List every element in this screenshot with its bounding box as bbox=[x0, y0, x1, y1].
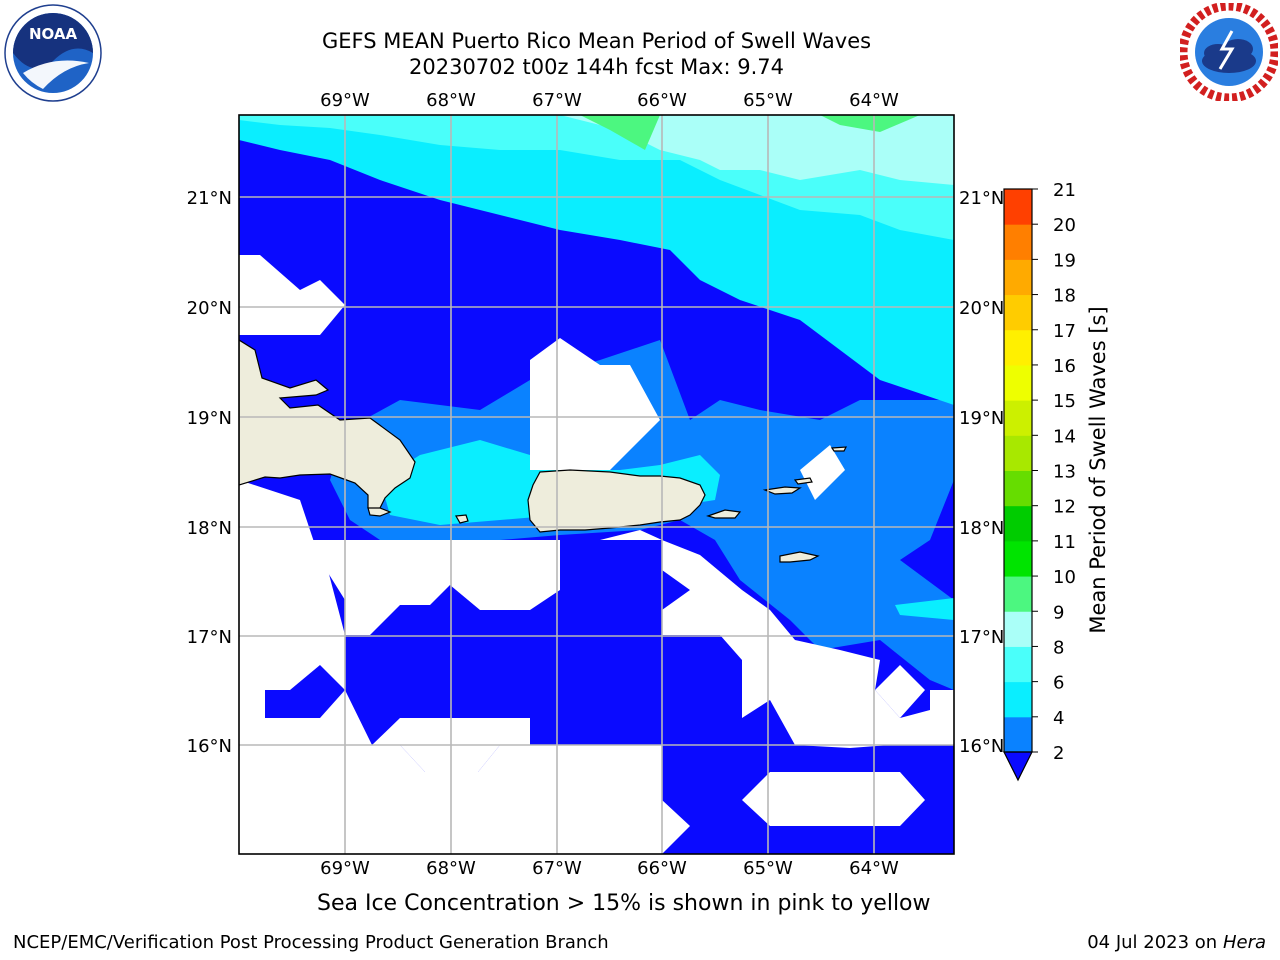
lon-label-top: 64°W bbox=[849, 90, 899, 111]
colorbar-tick-label: 21 bbox=[1053, 180, 1076, 201]
sea-ice-note: Sea Ice Concentration > 15% is shown in … bbox=[317, 891, 931, 916]
st-croix bbox=[779, 551, 820, 563]
lon-label-bottom: 66°W bbox=[637, 858, 687, 879]
no-data-region bbox=[239, 480, 954, 748]
colorbar-tick-label: 18 bbox=[1053, 286, 1076, 307]
no-data-region bbox=[239, 540, 530, 800]
lat-label-left: 19°N bbox=[187, 408, 232, 429]
colorbar-tick-label: 16 bbox=[1053, 356, 1076, 377]
map-plot-area bbox=[239, 115, 954, 854]
colorbar-label: Mean Period of Swell Waves [s] bbox=[1086, 306, 1110, 633]
no-data-region bbox=[584, 772, 610, 800]
colorbar-segment bbox=[1004, 224, 1032, 260]
colorbar-tick-label: 6 bbox=[1053, 673, 1064, 694]
anguilla bbox=[830, 446, 848, 452]
lon-label-bottom: 64°W bbox=[849, 858, 899, 879]
colorbar-segment bbox=[1004, 646, 1032, 683]
lat-label-left: 21°N bbox=[187, 188, 232, 209]
lon-label-top: 69°W bbox=[320, 90, 370, 111]
colorbar-segment bbox=[1004, 505, 1032, 542]
colorbar-tick-label: 2 bbox=[1053, 743, 1064, 764]
nws-logo bbox=[1180, 3, 1278, 101]
colorbar-tick-label: 20 bbox=[1053, 215, 1076, 236]
tortola bbox=[793, 477, 813, 485]
no-data-region bbox=[800, 445, 845, 500]
footer-date-text: 04 Jul 2023 on bbox=[1087, 932, 1223, 953]
footer-host: Hera bbox=[1222, 932, 1266, 953]
colorbar-tick-label: 14 bbox=[1053, 426, 1076, 447]
lon-label-bottom: 69°W bbox=[320, 858, 370, 879]
chart-title-line2: 20230702 t00z 144h fcst Max: 9.74 bbox=[409, 55, 784, 79]
swell-period-6-8-east-region bbox=[895, 598, 954, 620]
hispaniola-land bbox=[239, 339, 416, 513]
lat-label-right: 18°N bbox=[959, 518, 1004, 539]
vieques bbox=[706, 509, 742, 519]
puerto-rico-land bbox=[527, 469, 706, 533]
virgin-islands bbox=[762, 486, 802, 495]
colorbar-segment bbox=[1004, 611, 1032, 647]
swell-period-10-11-north-region bbox=[820, 115, 920, 132]
lon-label-top: 67°W bbox=[532, 90, 582, 111]
lat-label-left: 18°N bbox=[187, 518, 232, 539]
lat-label-left: 20°N bbox=[187, 298, 232, 319]
swell-period-9-10-region bbox=[560, 115, 954, 185]
colorbar-tick-label: 8 bbox=[1053, 637, 1064, 658]
colorbar-tick-label: 12 bbox=[1053, 497, 1076, 518]
lon-label-top: 68°W bbox=[426, 90, 476, 111]
colorbar-tick-label: 9 bbox=[1053, 602, 1064, 623]
colorbar-segment bbox=[1004, 435, 1032, 471]
colorbar-tick-label: 4 bbox=[1053, 708, 1064, 729]
lat-label-left: 16°N bbox=[187, 736, 232, 757]
lon-label-bottom: 67°W bbox=[532, 858, 582, 879]
colorbar-segment bbox=[1004, 329, 1032, 366]
lon-label-top: 66°W bbox=[637, 90, 687, 111]
colorbar-segment bbox=[1004, 470, 1032, 507]
colorbar-tick-label: 10 bbox=[1053, 567, 1076, 588]
no-data-region bbox=[742, 772, 925, 826]
footer-branch: NCEP/EMC/Verification Post Processing Pr… bbox=[13, 932, 609, 953]
colorbar-segment bbox=[1004, 716, 1032, 753]
lat-label-left: 17°N bbox=[187, 627, 232, 648]
lat-label-right: 16°N bbox=[959, 736, 1004, 757]
no-data-region bbox=[239, 255, 345, 335]
isla-saona bbox=[367, 507, 392, 517]
lon-label-top: 65°W bbox=[743, 90, 793, 111]
colorbar-tick-label: 17 bbox=[1053, 321, 1076, 342]
colorbar-tick-label: 15 bbox=[1053, 391, 1076, 412]
map-frame bbox=[238, 114, 955, 855]
lon-label-bottom: 65°W bbox=[743, 858, 793, 879]
colorbar-segment bbox=[1004, 294, 1032, 331]
colorbar-tick-label: 13 bbox=[1053, 462, 1076, 483]
noaa-logo-text: NOAA bbox=[29, 25, 78, 43]
colorbar-segment bbox=[1004, 540, 1032, 577]
colorbar-extend-arrow bbox=[1003, 751, 1033, 782]
lat-label-right: 21°N bbox=[959, 188, 1004, 209]
no-data-region bbox=[875, 665, 925, 718]
no-data-region bbox=[530, 338, 660, 470]
footer-date: 04 Jul 2023 on Hera bbox=[1087, 932, 1266, 953]
swell-period-10-11-region bbox=[580, 115, 660, 150]
colorbar-tick-label: 19 bbox=[1053, 250, 1076, 271]
colorbar-segment bbox=[1004, 189, 1032, 225]
no-data-region bbox=[662, 800, 690, 854]
chart-title-line1: GEFS MEAN Puerto Rico Mean Period of Swe… bbox=[321, 29, 872, 53]
colorbar-segment bbox=[1004, 259, 1032, 296]
colorbar-tick-label: 11 bbox=[1053, 532, 1076, 553]
colorbar-segment bbox=[1004, 364, 1032, 401]
colorbar-segment bbox=[1004, 576, 1032, 612]
lat-label-right: 19°N bbox=[959, 408, 1004, 429]
mona-island bbox=[455, 514, 469, 524]
lat-label-right: 17°N bbox=[959, 627, 1004, 648]
lat-label-right: 20°N bbox=[959, 298, 1004, 319]
colorbar-segment bbox=[1004, 681, 1032, 718]
colorbar-segment bbox=[1004, 400, 1032, 436]
lon-label-bottom: 68°W bbox=[426, 858, 476, 879]
noaa-logo: NOAA bbox=[4, 4, 102, 102]
